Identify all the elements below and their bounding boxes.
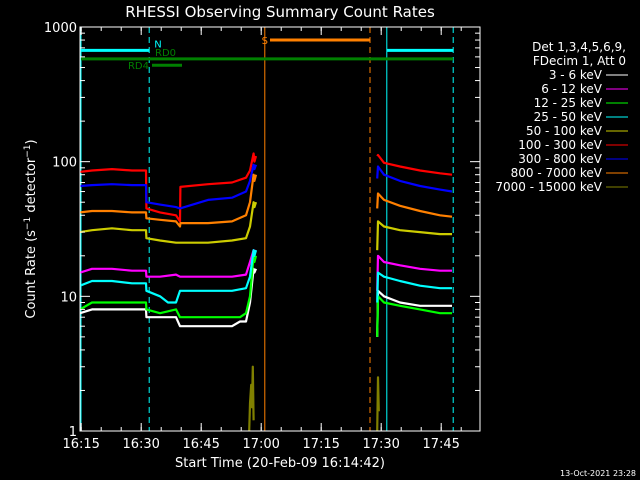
series-line-7 — [80, 173, 453, 228]
legend-label-5: 100 - 300 keV — [518, 138, 602, 152]
y-tick-label-3: 1000 — [44, 21, 77, 36]
legend-label-3: 25 - 50 keV — [534, 110, 603, 124]
x-tick-label-3: 17:00 — [242, 437, 279, 452]
legend-label-2: 12 - 25 keV — [534, 96, 603, 110]
y-label-mid: detector — [24, 157, 39, 217]
legend-label-6: 300 - 800 keV — [518, 152, 602, 166]
flag-label-rd0: RD0 — [155, 48, 176, 59]
y-tick-label-2: 100 — [52, 156, 77, 171]
y-tick-label-0: 1 — [69, 425, 77, 440]
legend-header-line-2: FDecim 1, Att 0 — [533, 54, 626, 68]
x-tick-label-6: 17:45 — [422, 437, 459, 452]
legend-label-1: 6 - 12 keV — [541, 82, 603, 96]
y-tick-label-1: 10 — [60, 290, 77, 305]
legend-label-8: 7000 - 15000 keV — [495, 180, 602, 194]
y-label-sup1: −1 — [23, 217, 33, 230]
x-axis: 16:15 16:30 16:45 17:00 17:15 17:30 17:45 — [62, 27, 462, 452]
x-axis-label: Start Time (20-Feb-09 16:14:42) — [175, 456, 385, 471]
x-tick-label-1: 16:30 — [122, 437, 159, 452]
chart-title: RHESSI Observing Summary Count Rates — [125, 3, 435, 21]
y-label-sup2: −1 — [23, 144, 33, 157]
legend: Det 1,3,4,5,6,9, FDecim 1, Att 0 3 - 6 k… — [495, 40, 628, 194]
legend-label-0: 3 - 6 keV — [549, 68, 603, 82]
x-tick-label-5: 17:30 — [362, 437, 399, 452]
vertical-markers — [80, 27, 454, 431]
footer-date: 13-Oct-2021 23:28 — [560, 469, 636, 478]
data-series — [80, 152, 453, 431]
legend-label-4: 50 - 100 keV — [526, 124, 603, 138]
flag-label-n: N — [154, 39, 161, 50]
plot-frame — [79, 26, 481, 432]
y-axis: 1 10 100 1000 — [44, 21, 480, 440]
x-tick-label-0: 16:15 — [62, 437, 99, 452]
y-label-end: ) — [24, 139, 39, 144]
attenuator-flags: N S RD0 RD4 — [81, 36, 454, 72]
legend-label-7: 800 - 7000 keV — [511, 166, 603, 180]
series-line-4 — [80, 201, 452, 251]
y-axis-label: Count Rate (s−1 detector−1) — [23, 139, 39, 318]
flag-label-rd4: RD4 — [128, 61, 149, 72]
legend-header-line-1: Det 1,3,4,5,6,9, — [532, 40, 626, 54]
series-line-8 — [248, 365, 380, 431]
series-line-5 — [80, 152, 453, 223]
series-line-6 — [80, 163, 453, 210]
flag-label-s: S — [262, 36, 268, 47]
y-label-main: Count Rate (s — [24, 230, 39, 319]
series-line-3 — [80, 249, 452, 304]
x-tick-label-4: 17:15 — [302, 437, 339, 452]
x-tick-label-2: 16:45 — [182, 437, 219, 452]
